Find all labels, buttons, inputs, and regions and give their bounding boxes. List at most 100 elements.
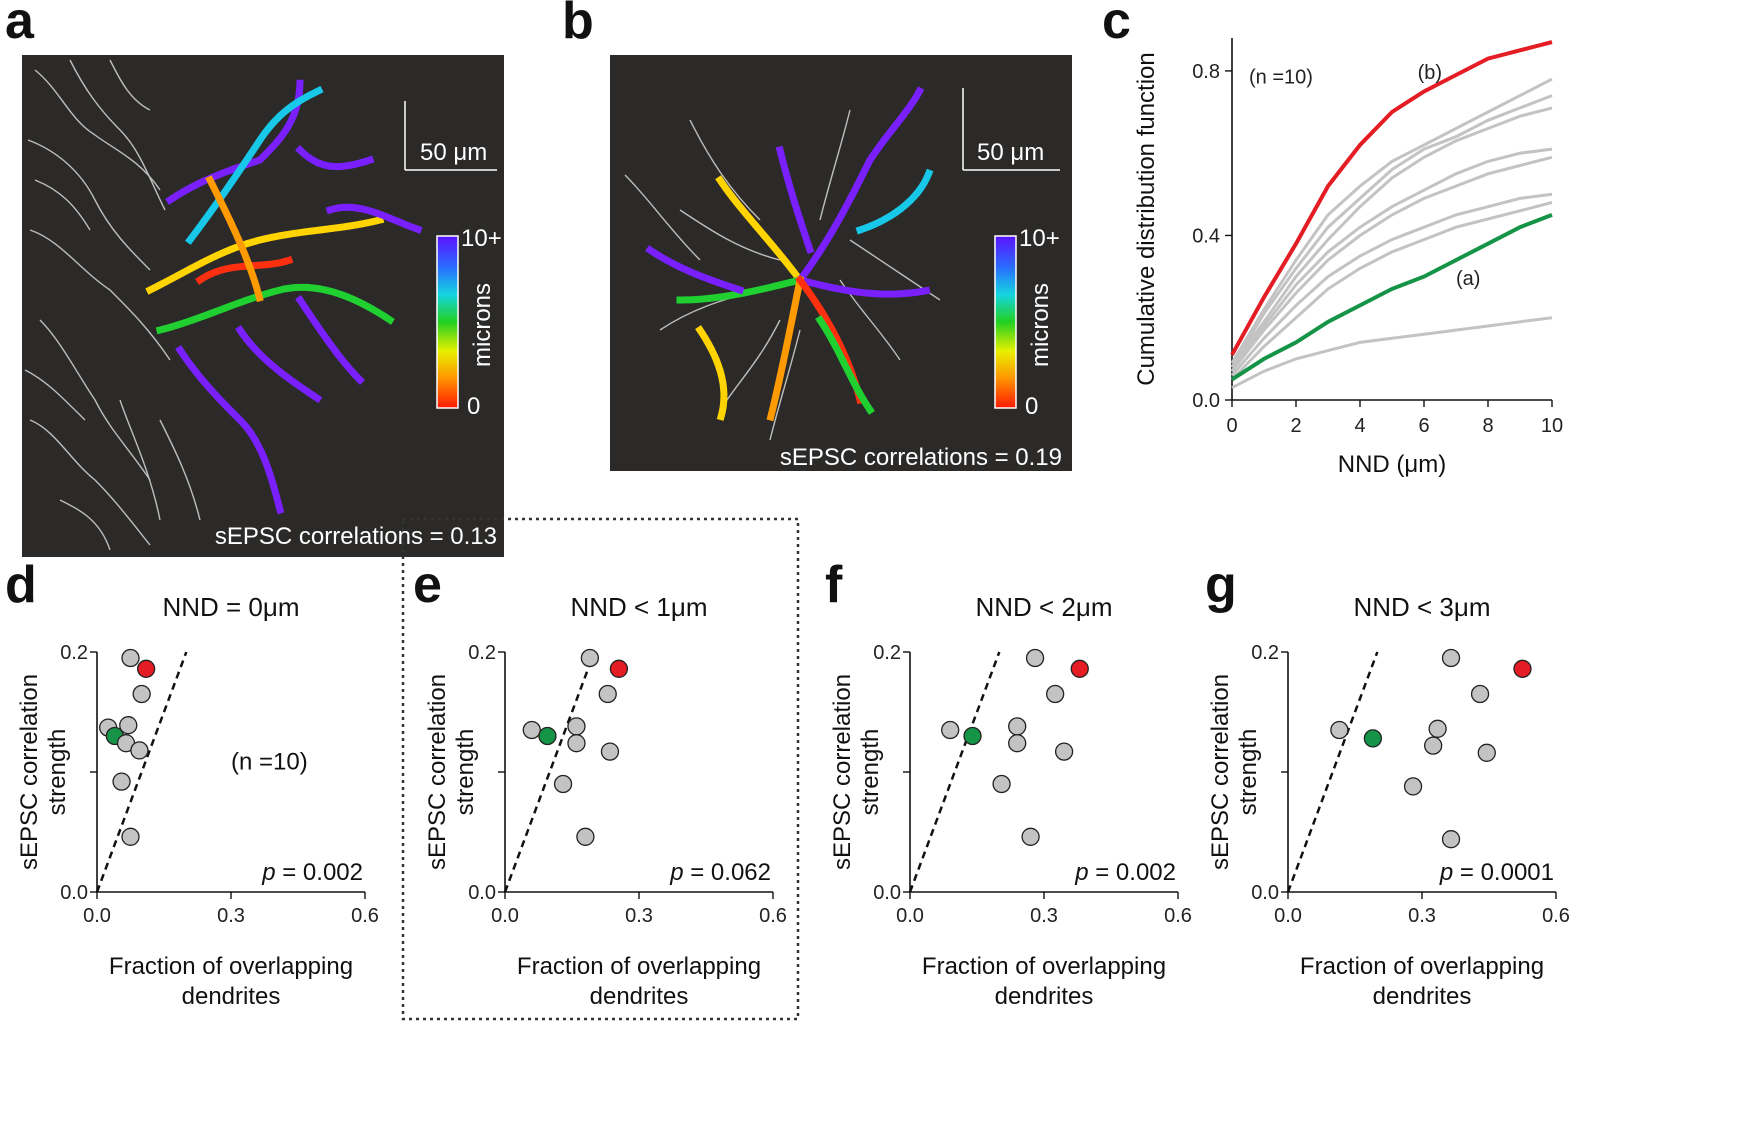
image-caption: sEPSC correlations = 0.19 [780,444,1062,471]
data-point-gray [132,684,151,704]
cdf-series-gray-8 [1231,316,1553,390]
data-point-gray [1403,777,1423,796]
data-point-gray [121,648,140,668]
y-tick-label: 0.2 [468,642,496,664]
series-label-a: (a) [1456,268,1480,290]
y-tick-label: 0.8 [1192,61,1220,83]
identity-dashed-line [908,651,1001,893]
data-point-gray [1441,648,1461,668]
panel-label-g: g [1205,556,1237,614]
identity-dashed-line [503,651,596,893]
neuron-colored-dendrites [645,85,935,425]
x-axis-label-line1: Fraction of overlapping [1300,953,1544,980]
chart-title: NND = 0μm [162,592,299,622]
data-point-gray [567,717,586,736]
chart-title: NND < 2μm [975,592,1112,622]
data-point-red [609,659,629,678]
y-tick-label: 0.2 [873,642,901,664]
y-axis-label-line2: strength [44,729,71,816]
data-point-gray [522,720,541,740]
x-tick-label: 0.0 [491,905,519,927]
x-tick-label: 4 [1354,415,1365,437]
x-tick-label: 0.6 [759,905,787,927]
x-tick-label: 0.6 [351,905,379,927]
panel-b-image: 50 μm 10+ 0 microns sEPSC correlations =… [610,55,1072,471]
y-axis-label-line1: sEPSC correlation [16,674,43,870]
cdf-series-gray-1 [1230,77,1553,364]
y-axis-label-line2: strength [857,729,884,816]
cdf-series-gray-6 [1230,192,1553,377]
x-axis-label-line1: Fraction of overlapping [109,953,353,980]
panel-label-a: a [5,0,35,50]
p-symbol: p [1439,859,1453,886]
cdf-line-chart: 0.0 0.4 0.8 0 2 4 6 8 10 NND (μm) Cumulative distr… [1133,38,1563,478]
data-point-gray [567,734,586,753]
p-symbol: p [669,859,683,886]
data-point-gray [600,742,620,761]
data-point-gray [1424,736,1443,755]
neuron-tracing-gray [624,109,941,441]
data-point-gray [112,772,131,791]
p-value-label: p = 0.0001 [1439,859,1554,886]
y-axis-label: Cumulative distribution function [1133,52,1160,386]
cdf-series-gray-3 [1230,106,1553,368]
y-tick-label: 0.0 [1251,882,1279,904]
y-axis-label-line2: strength [452,729,479,816]
data-point-gray [130,741,149,760]
panel-a-image: 50 μm 10+ 0 microns sEPSC correlations =… [22,55,504,557]
colorbar-title: microns [469,283,496,367]
cdf-series-gray-2 [1230,94,1553,368]
data-point-green [963,726,982,746]
x-tick-label: 8 [1482,415,1493,437]
x-tick-label: 0.6 [1542,905,1570,927]
scatter-panel-e: NND < 1μm 0.0 0.2 0.0 0.3 0.6 Fraction of over… [424,592,787,1010]
y-tick-label: 0.0 [1192,390,1220,412]
data-point-red [1070,659,1089,678]
panel-label-d: d [5,556,37,614]
panel-label-e: e [413,556,442,614]
data-point-gray [1046,684,1065,704]
x-axis-label-line1: Fraction of overlapping [517,953,761,980]
panel-label-c: c [1102,0,1131,50]
scatter-panel-g: NND < 3μm 0.0 0.2 0.0 0.3 0.6 Fraction of over… [1207,592,1570,1010]
y-tick-label: 0.2 [60,642,88,664]
p-value-label: p = 0.062 [669,859,771,886]
p-value-label: p = 0.002 [1074,859,1176,886]
highlight-box-panel-e [401,517,800,1021]
colorbar-title: microns [1027,283,1054,367]
cdf-series-b [1230,40,1553,356]
scale-bar-label: 50 μm [977,139,1044,166]
colorbar-max-label: 10+ [1019,225,1060,252]
x-axis-label-line2: dendrites [182,983,281,1010]
p-value: = 0.062 [684,859,771,886]
data-point-gray [941,720,960,740]
y-tick-label: 0.0 [873,882,901,904]
data-point-gray [553,774,573,794]
x-tick-label: 6 [1418,415,1429,437]
x-tick-label: 0.6 [1164,905,1192,927]
x-tick-label: 0.3 [625,905,653,927]
scale-bar-label: 50 μm [420,139,487,166]
scatter-panel-d: NND = 0μm 0.0 0.2 0.0 0.3 0.6 Fraction of over… [16,592,379,1010]
data-point-gray [1008,734,1027,753]
p-value-label: p = 0.002 [261,859,363,886]
y-axis-label-line1: sEPSC correlation [829,674,856,870]
y-tick-label: 0.0 [468,882,496,904]
x-tick-label: 0.3 [1030,905,1058,927]
chart-title: NND < 1μm [570,592,707,622]
series-label-b: (b) [1418,62,1442,84]
data-point-gray [992,774,1011,794]
scatter-panel-f: NND < 2μm 0.0 0.2 0.0 0.3 0.6 Fraction of over… [829,592,1192,1010]
identity-dashed-line [95,651,188,893]
data-point-green [1363,729,1383,748]
x-axis-label-line2: dendrites [1373,983,1472,1010]
data-point-gray [1477,743,1496,762]
panel-label-f: f [825,556,843,614]
x-axis-label-line2: dendrites [995,983,1094,1010]
colorbar-max-label: 10+ [461,225,502,252]
y-tick-label: 0.4 [1192,225,1220,247]
data-point-gray [576,827,595,846]
sample-size-label: (n =10) [1249,66,1313,88]
chart-title: NND < 3μm [1353,592,1490,622]
